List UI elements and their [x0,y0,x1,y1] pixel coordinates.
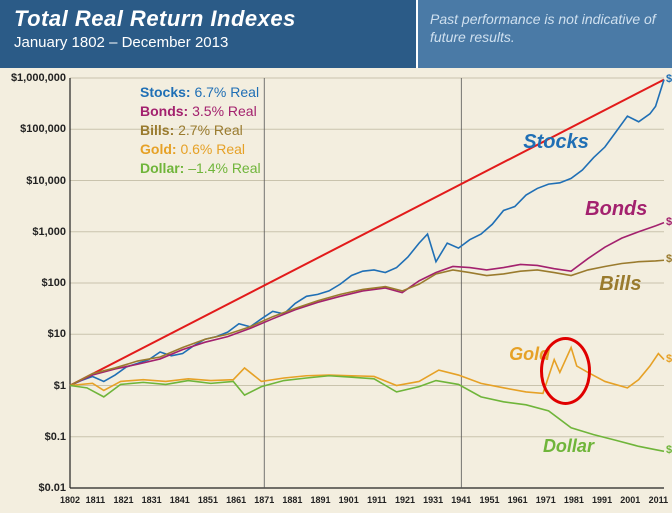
series-label-dollar: Dollar [543,436,594,457]
x-tick-label: 1851 [198,495,218,505]
x-tick-label: 1991 [592,495,612,505]
y-tick-label: $1,000,000 [11,72,66,84]
x-tick-label: 2011 [649,495,669,505]
y-tick-label: $1 [54,380,66,392]
x-tick-label: 1941 [451,495,471,505]
x-tick-label: 1881 [282,495,302,505]
series-label-stocks: Stocks [523,131,589,154]
x-tick-label: 1911 [367,495,387,505]
series-label-bills: Bills [599,273,641,296]
y-tick-label: $0.01 [38,482,66,494]
x-tick-label: 1921 [395,495,415,505]
end-value-bills: $278 [666,253,672,265]
x-tick-label: 1841 [170,495,190,505]
annotation-ellipse [540,337,591,405]
x-tick-label: 1871 [254,495,274,505]
chart-header: Total Real Return Indexes January 1802 –… [0,0,672,68]
x-tick-label: 1951 [479,495,499,505]
series-label-bonds: Bonds [585,198,647,221]
y-tick-label: $100 [42,277,66,289]
y-tick-label: $1,000 [32,226,66,238]
y-tick-label: $10,000 [26,175,66,187]
end-value-bonds: $1,505 [666,216,672,228]
legend-item-gold: Gold: 0.6% Real [140,140,261,159]
x-axis-labels: 1802181118211831184118511861187118811891… [70,493,664,513]
x-tick-label: 1981 [564,495,584,505]
chart-subtitle: January 1802 – December 2013 [14,34,402,51]
x-tick-label: 1931 [423,495,443,505]
chart-legend: Stocks: 6.7% RealBonds: 3.5% RealBills: … [140,83,261,177]
x-tick-label: 1802 [60,495,80,505]
x-tick-label: 1831 [142,495,162,505]
x-tick-label: 1861 [226,495,246,505]
x-tick-label: 1821 [113,495,133,505]
legend-item-stocks: Stocks: 6.7% Real [140,83,261,102]
chart-disclaimer: Past performance is not indicative of fu… [418,0,672,68]
x-tick-label: 1961 [508,495,528,505]
legend-item-bills: Bills: 2.7% Real [140,121,261,140]
end-value-gold: $3.21 [666,353,672,365]
legend-item-dollar: Dollar: –1.4% Real [140,159,261,178]
y-tick-label: $10 [48,328,66,340]
y-axis-labels: $0.01 $0.1 $1 $10 $100 $1,000 $10,000 $100,000 $… [0,68,70,513]
x-tick-label: 1971 [536,495,556,505]
chart-area: $0.01 $0.1 $1 $10 $100 $1,000 $10,000 $100,000 $… [0,68,672,513]
end-value-stocks: $930,550 [666,73,672,85]
x-tick-label: 1901 [339,495,359,505]
x-tick-label: 1891 [311,495,331,505]
x-tick-label: 1811 [86,495,106,505]
end-value-dollar: $0.052 [666,444,672,456]
y-tick-label: $0.1 [45,431,66,443]
header-left: Total Real Return Indexes January 1802 –… [0,0,416,68]
legend-item-bonds: Bonds: 3.5% Real [140,102,261,121]
chart-title: Total Real Return Indexes [14,6,402,32]
x-tick-label: 2001 [620,495,640,505]
y-tick-label: $100,000 [20,123,66,135]
